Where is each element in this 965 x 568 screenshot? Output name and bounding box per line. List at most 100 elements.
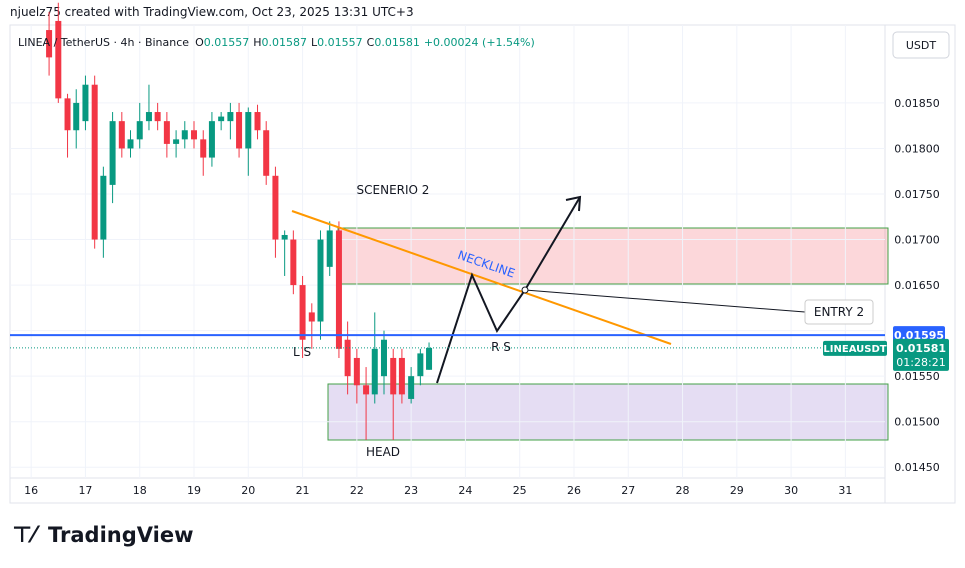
x-tick-label: 21 [296, 484, 310, 497]
ohlc-value: 0.01557 [317, 36, 363, 49]
left-shoulder-label: L S [293, 345, 311, 359]
candle-body [335, 230, 342, 349]
currency-button[interactable] [892, 31, 950, 59]
head-label: HEAD [366, 445, 400, 459]
y-tick-label: 0.01450 [894, 461, 940, 474]
symbol: LINEA / TetherUS · 4h · Binance [18, 36, 189, 49]
resistance-zone [337, 227, 889, 285]
entry-box [804, 299, 874, 325]
countdown: 01:28:21 [896, 356, 945, 369]
candle-body [408, 376, 415, 399]
ohlc-key: L [311, 36, 318, 49]
candle-body [363, 385, 370, 395]
x-tick-label: 17 [78, 484, 92, 497]
candle-body [254, 112, 261, 131]
path-arrow [436, 196, 581, 384]
arrow-head [565, 195, 582, 212]
entry-label: ENTRY 2 [814, 305, 864, 319]
x-tick-label: 19 [187, 484, 201, 497]
candle-body [200, 139, 207, 158]
y-tick-label: 0.01850 [894, 97, 940, 110]
candle-body [100, 175, 107, 240]
candle-body [82, 84, 89, 122]
y-tick-label: 0.01650 [894, 279, 940, 292]
candle-body [136, 121, 143, 140]
candle-body [64, 98, 71, 131]
x-tick-label: 31 [838, 484, 852, 497]
candle-body [73, 102, 80, 131]
x-tick-label: 20 [241, 484, 255, 497]
candle-body [390, 357, 397, 395]
candle-body [236, 112, 243, 149]
price-tag-value: 0.01581 [896, 342, 946, 355]
entry-line [524, 289, 806, 313]
legend: LINEA / TetherUS · 4h · Binance O0.01557 H… [18, 36, 535, 49]
candle-body [344, 339, 351, 377]
candle-body [118, 121, 125, 149]
candle-body [227, 112, 234, 122]
symbol-tag-label: LINEAUSDT [823, 344, 886, 355]
chart-frame [9, 24, 956, 504]
ohlc-value: 0.01587 [262, 36, 308, 49]
y-tick-label: 0.01750 [894, 188, 940, 201]
ohlc-value: 0.01557 [204, 36, 250, 49]
candle-body [191, 130, 198, 140]
plot [10, 2, 885, 478]
x-tick-label: 24 [458, 484, 472, 497]
neckline [291, 210, 672, 345]
ohlc-value: 0.01581 [374, 36, 420, 49]
candle-body [353, 357, 360, 386]
candle-body [281, 234, 288, 240]
candle-body [380, 339, 387, 377]
x-tick-label: 27 [621, 484, 635, 497]
x-tick-label: 26 [567, 484, 581, 497]
currency[interactable]: USDT [906, 39, 937, 52]
x-tick-label: 22 [350, 484, 364, 497]
y-tick-label: 0.01700 [894, 234, 940, 247]
ohlc-key: H [253, 36, 261, 49]
candle-body [317, 239, 324, 322]
y-tick-label: 0.01550 [894, 370, 940, 383]
y-tick-label: 0.01800 [894, 142, 940, 155]
x-tick-label: 18 [133, 484, 147, 497]
candle-body [272, 175, 279, 240]
candle-body [55, 20, 62, 99]
brand: TradingView [48, 523, 193, 547]
candle-body [46, 30, 53, 58]
x-tick-label: 29 [730, 484, 744, 497]
ohlc-key: C [367, 36, 375, 49]
candle-body [299, 285, 306, 340]
candle-body [326, 230, 333, 267]
ohlc-key: O [195, 36, 204, 49]
entry-point [521, 286, 529, 294]
candle-body [91, 84, 98, 240]
price-tag [893, 338, 949, 371]
candle-body [208, 121, 215, 158]
candle-body [371, 348, 378, 395]
candle-body [245, 112, 252, 149]
candle-body [417, 353, 424, 377]
symbol-tag [823, 340, 887, 356]
candle-body [181, 130, 188, 140]
candle-body [173, 139, 180, 144]
x-tick-label: 16 [24, 484, 38, 497]
support-zone [327, 383, 889, 441]
x-tick-label: 30 [784, 484, 798, 497]
candle-body [398, 357, 405, 395]
candle-body [263, 130, 270, 176]
scenario-label: SCENERIO 2 [357, 183, 430, 197]
x-tick-label: 25 [513, 484, 527, 497]
candle-body [109, 121, 116, 185]
candle-body [163, 121, 170, 144]
y-tick-label: 0.01500 [894, 416, 940, 429]
x-tick-label: 23 [404, 484, 418, 497]
credit: njuelz75 created with TradingView.com, O… [10, 5, 414, 19]
candle-body [154, 112, 161, 122]
right-shoulder-label: R S [491, 340, 511, 354]
candle-body [127, 139, 134, 149]
x-tick-label: 28 [676, 484, 690, 497]
candle-body [145, 112, 152, 122]
level-value: 0.01595 [894, 329, 944, 342]
